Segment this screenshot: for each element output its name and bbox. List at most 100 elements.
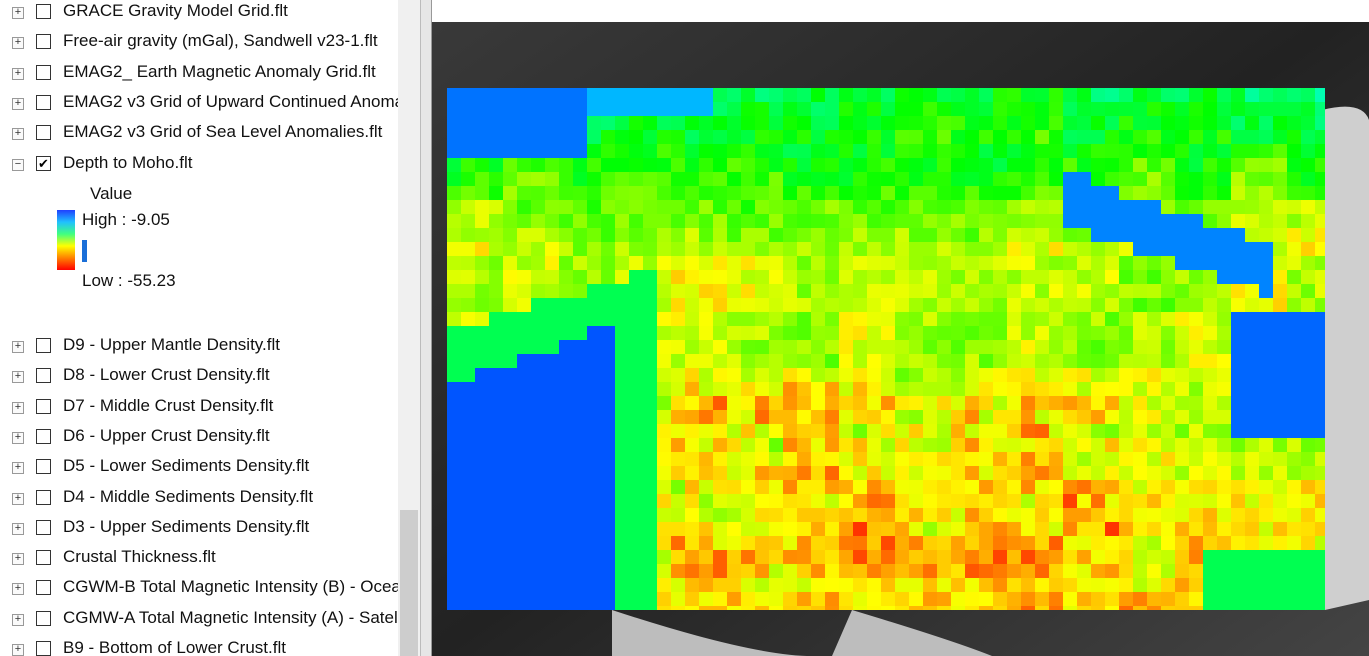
- layer-checkbox[interactable]: [36, 429, 51, 444]
- layer-row[interactable]: −✔ Depth to Moho.flt: [0, 150, 398, 180]
- layer-row[interactable]: + D8 - Lower Crust Density.flt: [0, 362, 398, 392]
- expand-toggle[interactable]: +: [12, 68, 24, 80]
- layer-checkbox[interactable]: [36, 4, 51, 19]
- raster-cell: [601, 494, 615, 508]
- layer-row[interactable]: + EMAG2_ Earth Magnetic Anomaly Grid.flt: [0, 59, 398, 89]
- layer-name[interactable]: CGWM-B Total Magnetic Intensity (B) - Oc…: [63, 577, 398, 597]
- layer-name[interactable]: GRACE Gravity Model Grid.flt: [63, 1, 288, 21]
- layer-name[interactable]: D9 - Upper Mantle Density.flt: [63, 335, 280, 355]
- raster-cell: [1301, 606, 1315, 610]
- layer-checkbox[interactable]: [36, 34, 51, 49]
- layer-checkbox[interactable]: [36, 580, 51, 595]
- expand-toggle[interactable]: +: [12, 644, 24, 656]
- raster-cell: [811, 186, 825, 200]
- layer-checkbox[interactable]: [36, 459, 51, 474]
- raster-cell: [1147, 130, 1161, 144]
- raster-cell: [713, 424, 727, 438]
- layer-row[interactable]: + D7 - Middle Crust Density.flt: [0, 393, 398, 423]
- raster-cell: [895, 354, 909, 368]
- layer-name[interactable]: B9 - Bottom of Lower Crust.flt: [63, 638, 286, 656]
- raster-cell: [489, 494, 503, 508]
- layer-name[interactable]: Depth to Moho.flt: [63, 153, 192, 173]
- expand-toggle[interactable]: +: [12, 402, 24, 414]
- scrollbar-thumb[interactable]: [400, 510, 418, 656]
- raster-cell: [1133, 242, 1147, 256]
- layer-checkbox[interactable]: [36, 65, 51, 80]
- layer-row[interactable]: + CGWM-B Total Magnetic Intensity (B) - O…: [0, 574, 398, 604]
- expand-toggle[interactable]: +: [12, 432, 24, 444]
- layer-row[interactable]: + Crustal Thickness.flt: [0, 544, 398, 574]
- expand-toggle[interactable]: +: [12, 583, 24, 595]
- layer-row[interactable]: + B9 - Bottom of Lower Crust.flt: [0, 635, 398, 656]
- layer-name[interactable]: D4 - Middle Sediments Density.flt: [63, 487, 313, 507]
- layer-row[interactable]: + Free-air gravity (mGal), Sandwell v23-1…: [0, 28, 398, 58]
- raster-cell: [923, 214, 937, 228]
- layer-row[interactable]: + D6 - Upper Crust Density.flt: [0, 423, 398, 453]
- layer-name[interactable]: Crustal Thickness.flt: [63, 547, 216, 567]
- layer-row[interactable]: + D3 - Upper Sediments Density.flt: [0, 514, 398, 544]
- layer-row[interactable]: + EMAG2 v3 Grid of Upward Continued Anoma…: [0, 89, 398, 119]
- expand-toggle[interactable]: +: [12, 462, 24, 474]
- raster-cell: [923, 396, 937, 410]
- expand-toggle[interactable]: +: [12, 7, 24, 19]
- map-view[interactable]: [432, 0, 1369, 656]
- raster-cell: [1049, 214, 1063, 228]
- layer-row[interactable]: + D5 - Lower Sediments Density.flt: [0, 453, 398, 483]
- layer-checkbox[interactable]: [36, 338, 51, 353]
- layer-checkbox[interactable]: [36, 611, 51, 626]
- layer-checkbox[interactable]: ✔: [36, 156, 51, 171]
- raster-cell: [1063, 158, 1077, 172]
- raster-cell: [839, 88, 853, 102]
- expand-toggle[interactable]: +: [12, 371, 24, 383]
- layer-name[interactable]: EMAG2_ Earth Magnetic Anomaly Grid.flt: [63, 62, 376, 82]
- layer-row[interactable]: + D4 - Middle Sediments Density.flt: [0, 484, 398, 514]
- layer-checkbox[interactable]: [36, 368, 51, 383]
- layer-checkbox[interactable]: [36, 550, 51, 565]
- expand-toggle[interactable]: +: [12, 523, 24, 535]
- layer-name[interactable]: Free-air gravity (mGal), Sandwell v23-1.…: [63, 31, 378, 51]
- raster-cell: [1133, 228, 1147, 242]
- layer-checkbox[interactable]: [36, 399, 51, 414]
- layer-name[interactable]: D3 - Upper Sediments Density.flt: [63, 517, 309, 537]
- layer-row[interactable]: + GRACE Gravity Model Grid.flt: [0, 0, 398, 28]
- layer-row[interactable]: + EMAG2 v3 Grid of Sea Level Anomalies.fl…: [0, 119, 398, 149]
- raster-cell: [1301, 158, 1315, 172]
- raster-cell: [489, 522, 503, 536]
- expand-toggle[interactable]: +: [12, 98, 24, 110]
- raster-cell: [685, 480, 699, 494]
- raster-cell: [1245, 536, 1259, 550]
- raster-cell: [713, 480, 727, 494]
- raster-cell: [657, 186, 671, 200]
- raster-cell: [629, 298, 643, 312]
- raster-cell: [965, 256, 979, 270]
- expand-toggle[interactable]: −: [12, 159, 24, 171]
- raster-cell: [489, 200, 503, 214]
- layer-checkbox[interactable]: [36, 490, 51, 505]
- expand-toggle[interactable]: +: [12, 614, 24, 626]
- splitter[interactable]: [420, 0, 432, 656]
- raster-cell: [937, 578, 951, 592]
- raster-cell: [1175, 284, 1189, 298]
- layer-row[interactable]: + D9 - Upper Mantle Density.flt: [0, 332, 398, 362]
- layer-checkbox[interactable]: [36, 125, 51, 140]
- layer-name[interactable]: D8 - Lower Crust Density.flt: [63, 365, 270, 385]
- raster-cell: [1315, 242, 1325, 256]
- layer-row[interactable]: + CGMW-A Total Magnetic Intensity (A) - S…: [0, 605, 398, 635]
- expand-toggle[interactable]: +: [12, 37, 24, 49]
- expand-toggle[interactable]: +: [12, 553, 24, 565]
- layer-checkbox[interactable]: [36, 520, 51, 535]
- expand-toggle[interactable]: +: [12, 128, 24, 140]
- layer-name[interactable]: D5 - Lower Sediments Density.flt: [63, 456, 309, 476]
- layer-name[interactable]: EMAG2 v3 Grid of Upward Continued Anomal…: [63, 92, 398, 112]
- layer-checkbox[interactable]: [36, 95, 51, 110]
- layer-name[interactable]: EMAG2 v3 Grid of Sea Level Anomalies.flt: [63, 122, 382, 142]
- raster-cell: [1035, 410, 1049, 424]
- layer-name[interactable]: D7 - Middle Crust Density.flt: [63, 396, 273, 416]
- layer-name[interactable]: D6 - Upper Crust Density.flt: [63, 426, 270, 446]
- expand-toggle[interactable]: +: [12, 493, 24, 505]
- raster-cell: [1315, 354, 1325, 368]
- raster-cell: [923, 242, 937, 256]
- layer-name[interactable]: CGMW-A Total Magnetic Intensity (A) - Sa…: [63, 608, 398, 628]
- expand-toggle[interactable]: +: [12, 341, 24, 353]
- layer-checkbox[interactable]: [36, 641, 51, 656]
